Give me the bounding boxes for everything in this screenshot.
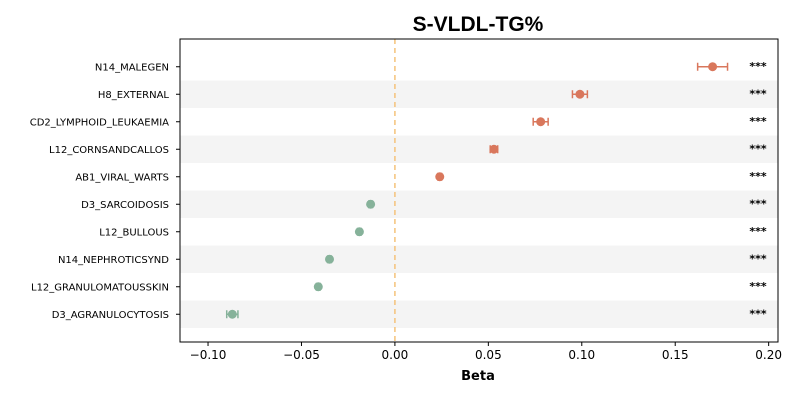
significance-label: *** [749, 170, 767, 183]
y-tick-label: N14_NEPHROTICSYND [58, 255, 169, 266]
chart-title: S-VLDL-TG% [413, 13, 544, 36]
y-tick-label: L12_CORNSANDCALLOS [49, 145, 169, 156]
data-row: *** [313, 280, 767, 293]
data-row: *** [532, 115, 767, 128]
significance-label: *** [749, 87, 767, 100]
data-point [354, 227, 364, 237]
data-row: *** [366, 197, 767, 210]
data-point [536, 117, 546, 127]
row-band [180, 245, 778, 273]
data-point [227, 309, 237, 319]
data-point [313, 282, 323, 292]
y-axis: N14_MALEGEN H8_EXTERNAL CD2_LYMPHOID_LEUKA… [30, 62, 180, 321]
data-row: *** [325, 252, 767, 265]
y-tick-label: D3_SARCOIDOSIS [81, 200, 169, 211]
data-point [435, 172, 445, 182]
data-row: *** [696, 60, 767, 73]
data-row: *** [489, 142, 767, 155]
significance-label: *** [749, 197, 767, 210]
x-tick-label: −0.10 [190, 348, 227, 362]
y-tick-label: H8_EXTERNAL [98, 90, 170, 101]
y-tick-label: N14_MALEGEN [95, 62, 169, 73]
y-tick-label: L12_GRANULOMATOUSSKIN [31, 282, 169, 293]
y-tick-label: CD2_LYMPHOID_LEUKAEMIA [30, 117, 169, 128]
plot-frame [179, 38, 779, 343]
significance-label: *** [749, 225, 767, 238]
x-tick-label: −0.05 [283, 348, 320, 362]
row-band [180, 300, 778, 328]
data-point [366, 199, 376, 209]
data-point [325, 254, 334, 264]
x-tick-label: 0.10 [568, 348, 595, 362]
x-tick-label: 0.05 [475, 348, 502, 362]
row-bands [180, 80, 778, 328]
x-tick-label: 0.00 [382, 348, 409, 362]
data-row: *** [571, 87, 767, 100]
data-rows: *** *** *** *** *** *** *** *** *** *** [225, 60, 767, 320]
x-axis-label: Beta [461, 369, 495, 384]
data-row: *** [435, 170, 767, 183]
significance-label: *** [749, 307, 767, 320]
data-point [575, 89, 585, 99]
data-row: *** [354, 225, 767, 238]
significance-label: *** [749, 115, 767, 128]
x-axis: −0.10 −0.05 0.00 0.05 0.10 0.15 0.20 [190, 342, 782, 362]
data-row: *** [225, 307, 767, 320]
row-band [180, 190, 778, 218]
x-tick-label: 0.20 [755, 348, 782, 362]
y-tick-label: AB1_VIRAL_WARTS [75, 172, 169, 183]
significance-label: *** [749, 280, 767, 293]
data-point [489, 144, 499, 154]
row-band [180, 80, 778, 108]
significance-label: *** [749, 142, 767, 155]
y-tick-label: D3_AGRANULOCYTOSIS [52, 310, 169, 321]
data-point [708, 62, 718, 72]
row-band [180, 135, 778, 163]
significance-label: *** [749, 252, 767, 265]
y-tick-label: L12_BULLOUS [99, 227, 169, 238]
significance-label: *** [749, 60, 767, 73]
x-tick-label: 0.15 [662, 348, 689, 362]
